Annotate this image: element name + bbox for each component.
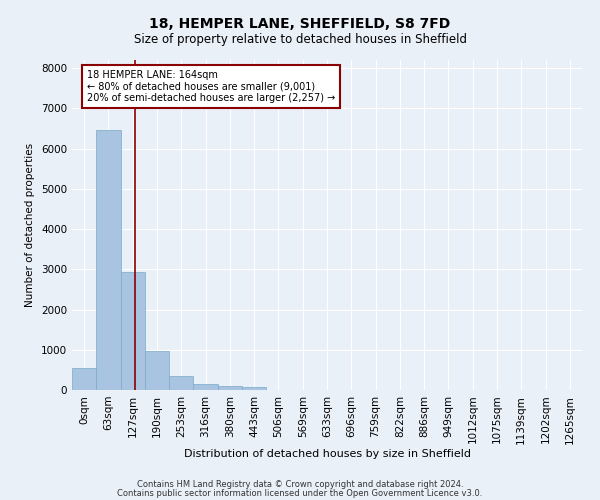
Bar xyxy=(193,384,218,390)
Bar xyxy=(218,386,242,390)
Text: 18, HEMPER LANE, SHEFFIELD, S8 7FD: 18, HEMPER LANE, SHEFFIELD, S8 7FD xyxy=(149,18,451,32)
Text: 18 HEMPER LANE: 164sqm
← 80% of detached houses are smaller (9,001)
20% of semi-: 18 HEMPER LANE: 164sqm ← 80% of detached… xyxy=(88,70,335,103)
Bar xyxy=(169,376,193,390)
Text: Contains HM Land Registry data © Crown copyright and database right 2024.: Contains HM Land Registry data © Crown c… xyxy=(137,480,463,489)
Text: Size of property relative to detached houses in Sheffield: Size of property relative to detached ho… xyxy=(133,32,467,46)
Bar xyxy=(96,130,121,390)
X-axis label: Distribution of detached houses by size in Sheffield: Distribution of detached houses by size … xyxy=(184,449,470,459)
Bar xyxy=(121,272,145,390)
Bar xyxy=(72,368,96,390)
Bar xyxy=(145,351,169,390)
Y-axis label: Number of detached properties: Number of detached properties xyxy=(25,143,35,307)
Text: Contains public sector information licensed under the Open Government Licence v3: Contains public sector information licen… xyxy=(118,488,482,498)
Bar xyxy=(242,388,266,390)
